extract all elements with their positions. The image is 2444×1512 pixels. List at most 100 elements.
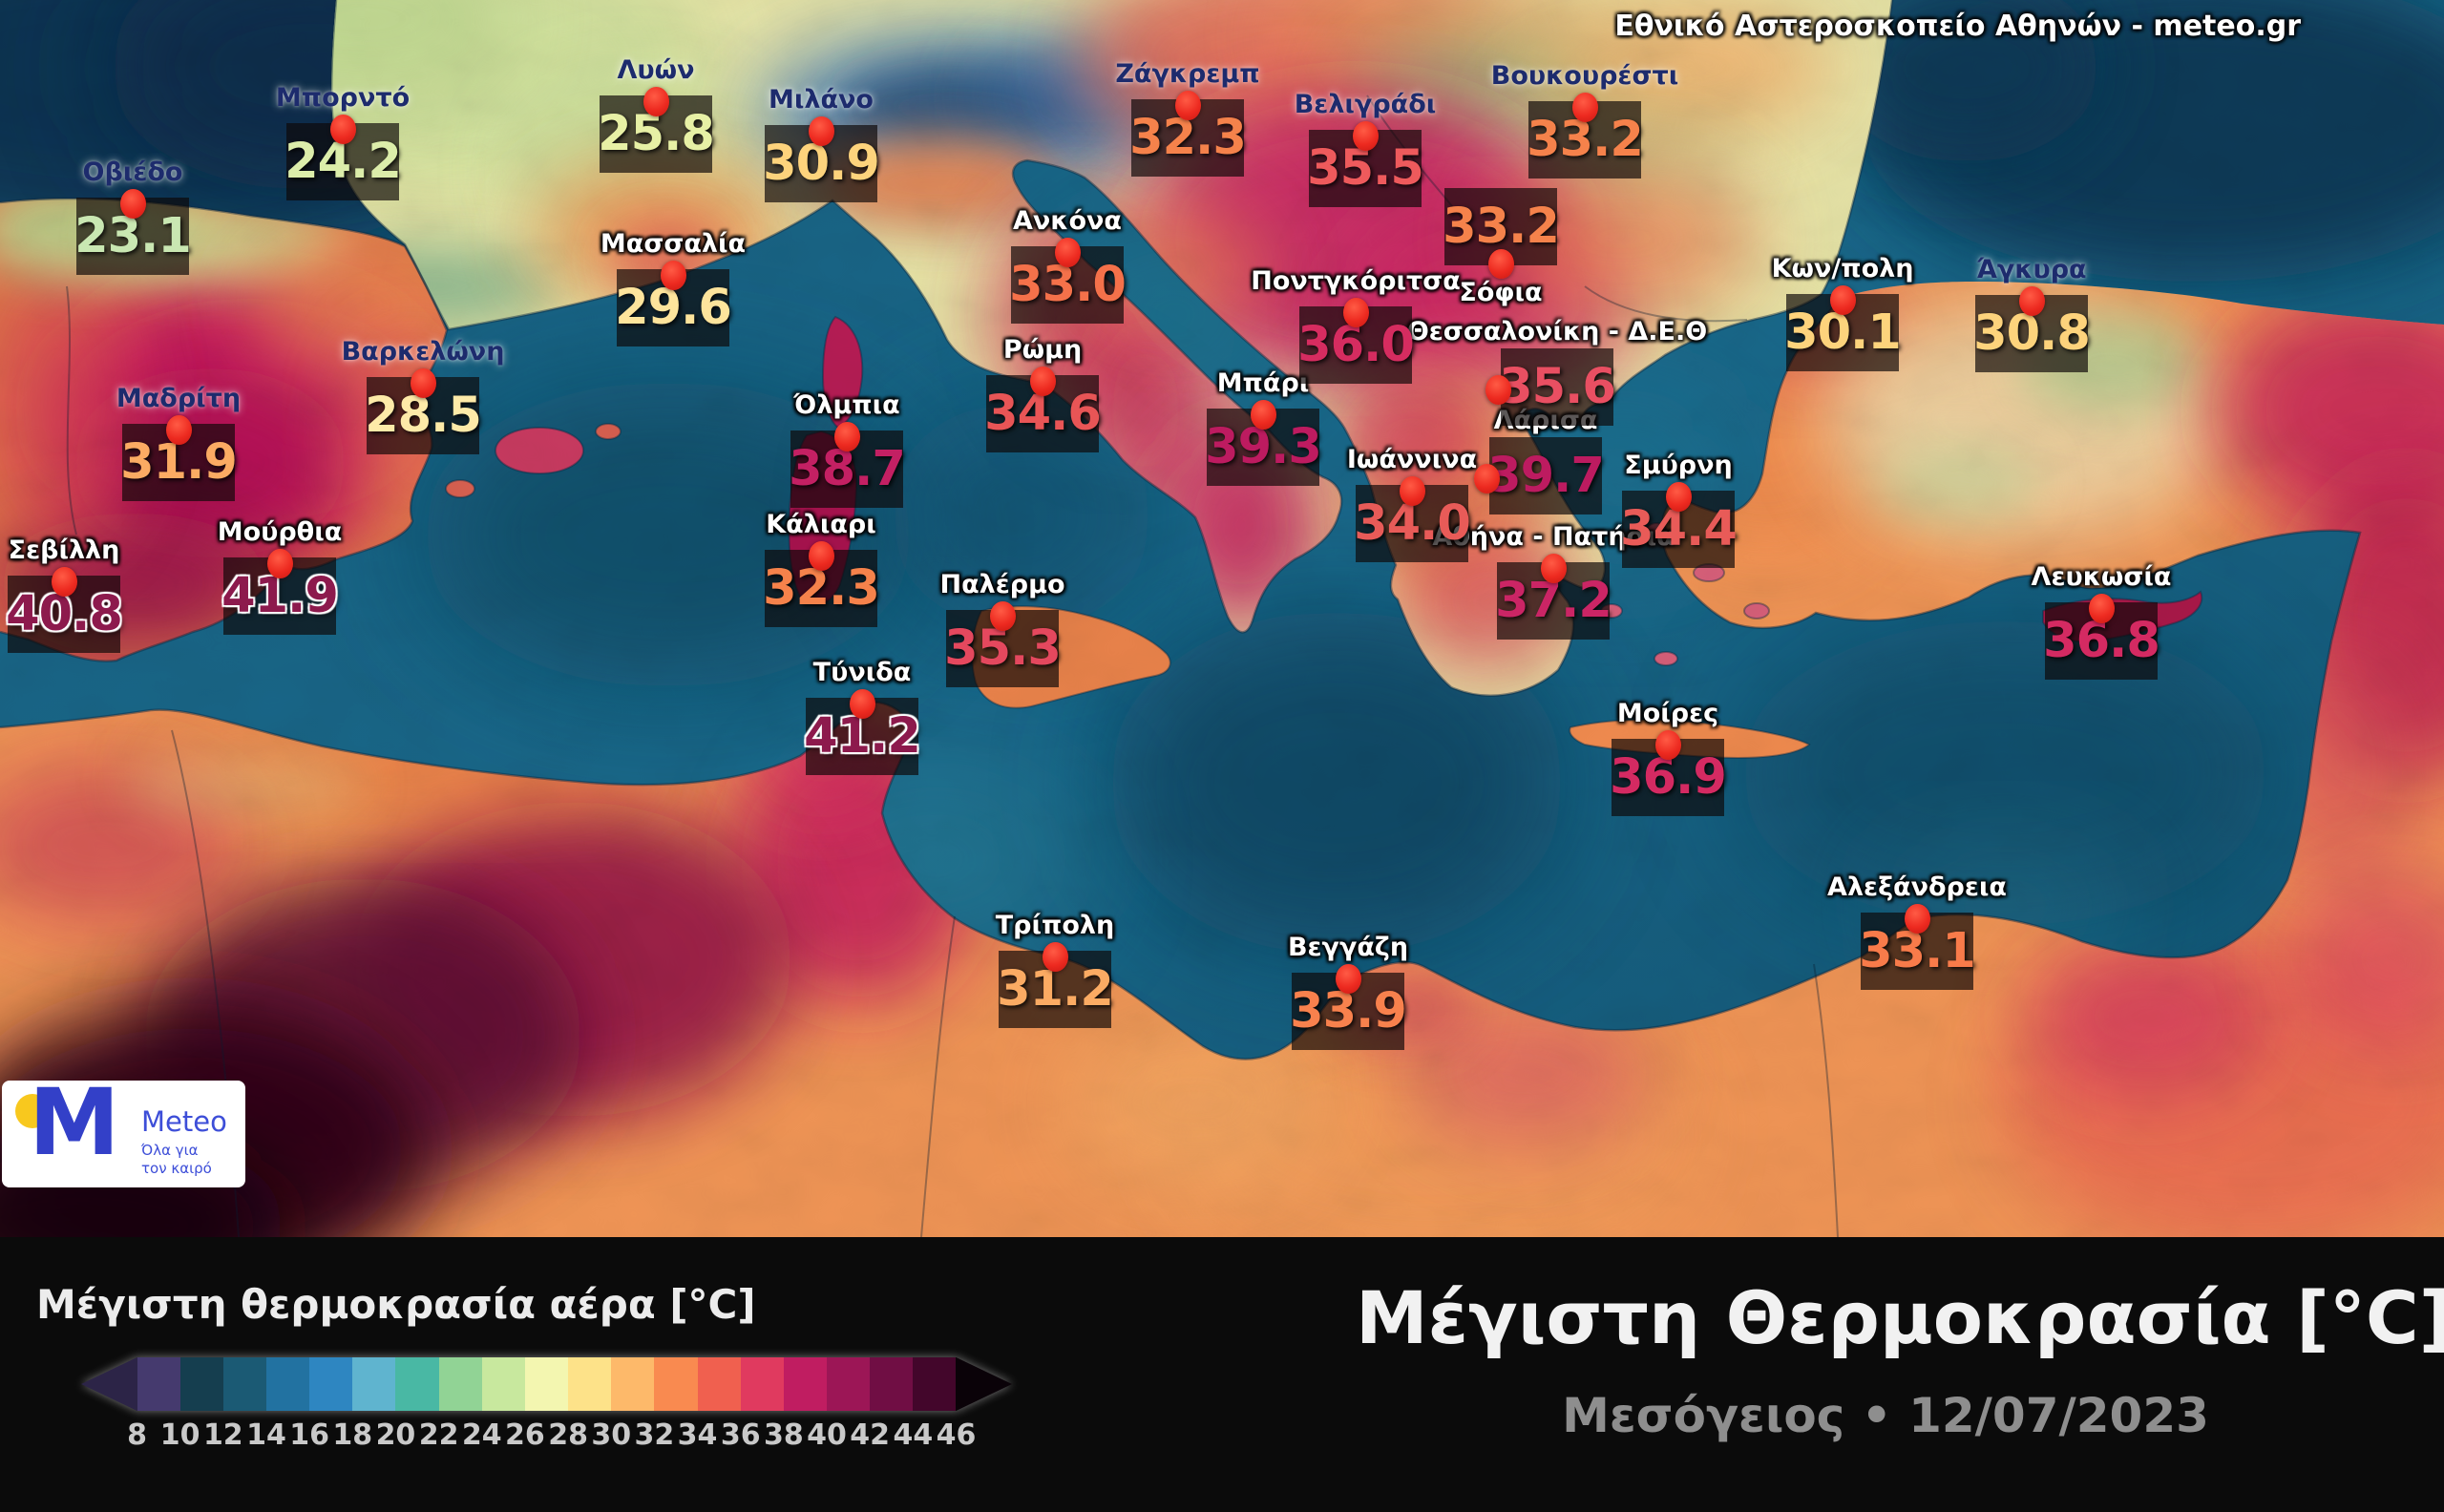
station-marker-dot xyxy=(1336,964,1361,994)
map-subtitle: Μεσόγειος • 12/07/2023 xyxy=(1562,1388,2209,1443)
station-value: 33.0 xyxy=(1009,257,1127,313)
station-city-label: Παλέρμο xyxy=(939,570,1065,599)
map-title: Μέγιστη Θερμοκρασία [°C] xyxy=(1356,1275,2444,1360)
station-value: 40.8 xyxy=(6,586,123,642)
station-city-label: Μιλάνο xyxy=(769,85,874,115)
station-value: 30.9 xyxy=(763,136,880,192)
station-city-label: Σόφια xyxy=(1459,278,1543,307)
station-city-label: Μασσαλία xyxy=(600,229,747,259)
scale-tick-label: 22 xyxy=(418,1418,459,1452)
scale-segment xyxy=(870,1357,914,1411)
station-marker-dot xyxy=(834,422,860,452)
scale-segment xyxy=(697,1357,741,1411)
station-marker-dot xyxy=(1251,400,1276,430)
station-city-label: Μπορντό xyxy=(275,83,411,113)
scale-segment xyxy=(740,1357,784,1411)
station-value: 32.3 xyxy=(1129,110,1247,166)
scale-tick-label: 14 xyxy=(246,1418,286,1452)
station-marker-dot xyxy=(1485,375,1511,405)
station-value-box: 35.5 xyxy=(1307,130,1424,207)
station-city-label: Όλμπια xyxy=(793,390,900,420)
station-value: 36.8 xyxy=(2043,613,2160,669)
station-value-box: 38.7 xyxy=(789,430,906,508)
scale-segment xyxy=(524,1357,569,1411)
station-marker-dot xyxy=(52,567,77,597)
station-city-label: Μοίρες xyxy=(1616,699,1719,728)
scale-segment xyxy=(309,1357,353,1411)
station-value-box: 30.8 xyxy=(1973,295,2091,372)
station-marker-dot xyxy=(267,549,293,578)
station-value: 25.8 xyxy=(598,106,715,162)
station-value: 35.3 xyxy=(944,620,1062,677)
station-city-label: Ρώμη xyxy=(1002,335,1083,365)
station-marker-dot xyxy=(643,87,669,116)
station-city-label: Ανκόνα xyxy=(1013,206,1122,236)
logo-m-glyph: M xyxy=(29,1069,120,1176)
legend-title: Μέγιστη θερμοκρασία αέρα [°C] xyxy=(36,1281,756,1328)
color-scale-ticks: 8 10 12 14 16 18 20 22 24 26 28 30 32 34 36 38 40 42 44 46 xyxy=(0,1418,1107,1453)
scale-segment xyxy=(956,1357,1012,1411)
scale-segment xyxy=(395,1357,439,1411)
scale-segment xyxy=(438,1357,482,1411)
station-marker-dot xyxy=(1353,121,1379,151)
station-marker-dot xyxy=(850,689,875,719)
station-value-box: 33.0 xyxy=(1009,246,1127,324)
station-marker-dot xyxy=(1043,942,1068,972)
station-marker-dot xyxy=(1830,285,1856,315)
station-marker-dot xyxy=(1175,91,1201,120)
station-value: 30.8 xyxy=(1973,305,2091,362)
station-value-box: 41.2 xyxy=(804,698,921,775)
station-value-box: 31.9 xyxy=(120,424,238,501)
scale-segment xyxy=(352,1357,396,1411)
station-marker-dot xyxy=(166,415,192,445)
station-value: 28.5 xyxy=(365,388,482,444)
credit-text: Εθνικό Αστεροσκοπείο Αθηνών - meteo.gr xyxy=(1614,10,2301,43)
station-value: 33.2 xyxy=(1527,112,1644,168)
scale-segment xyxy=(568,1357,612,1411)
station-value-box: 35.3 xyxy=(944,610,1062,687)
mediterranean-map: Εθνικό Αστεροσκοπείο Αθηνών - meteo.gr Ο… xyxy=(0,0,2444,1237)
station-value-box: 34.6 xyxy=(984,375,1102,452)
scale-tick-label: 36 xyxy=(720,1418,761,1452)
station-value: 32.3 xyxy=(763,560,880,617)
scale-tick-label: 40 xyxy=(807,1418,847,1452)
station-city-label: Κάλιαρι xyxy=(766,510,876,539)
station-value: 37.2 xyxy=(1495,573,1612,629)
station-marker-dot xyxy=(1488,249,1514,279)
station-city-label: Ζάγκρεμπ xyxy=(1115,59,1260,89)
station-value-box: 35.6 xyxy=(1499,348,1616,426)
station-value: 36.0 xyxy=(1297,317,1415,373)
station-value: 34.0 xyxy=(1354,495,1471,552)
station-value: 35.6 xyxy=(1499,359,1616,415)
station-value: 39.7 xyxy=(1487,448,1605,504)
station-marker-dot xyxy=(411,368,436,398)
meteo-logo: M Meteo Όλα για τον καιρό xyxy=(2,1069,245,1187)
station-value: 23.1 xyxy=(74,208,192,264)
station-marker-dot xyxy=(1572,93,1598,122)
station-value: 33.1 xyxy=(1859,923,1976,979)
scale-segment xyxy=(222,1357,266,1411)
scale-tick-label: 16 xyxy=(289,1418,329,1452)
station-marker-dot xyxy=(1343,298,1369,327)
station-value-box: 36.8 xyxy=(2043,602,2160,680)
scale-segment xyxy=(913,1357,957,1411)
station-value: 30.1 xyxy=(1784,304,1902,361)
station-city-label: Βουκουρέστι xyxy=(1490,61,1679,91)
station-city-label: Αλεξάνδρεια xyxy=(1827,872,2007,902)
station-marker-dot xyxy=(1055,238,1081,267)
station-marker-dot xyxy=(809,541,834,571)
station-value: 36.9 xyxy=(1610,749,1727,806)
scale-tick-label: 46 xyxy=(936,1418,977,1452)
scale-segment xyxy=(179,1357,223,1411)
scale-tick-label: 30 xyxy=(591,1418,632,1452)
scale-segment xyxy=(137,1357,180,1411)
station-marker-dot xyxy=(330,115,356,144)
station-value: 34.6 xyxy=(984,386,1102,442)
station-city-label: Άγκυρα xyxy=(1976,255,2087,284)
scale-segment xyxy=(481,1357,525,1411)
station-city-label: Σεβίλλη xyxy=(8,536,120,565)
station-marker-dot xyxy=(1905,904,1930,934)
bottom-bar: Μέγιστη θερμοκρασία αέρα [°C] 8 10 12 14 16 1… xyxy=(0,1237,2444,1512)
scale-tick-label: 26 xyxy=(505,1418,545,1452)
